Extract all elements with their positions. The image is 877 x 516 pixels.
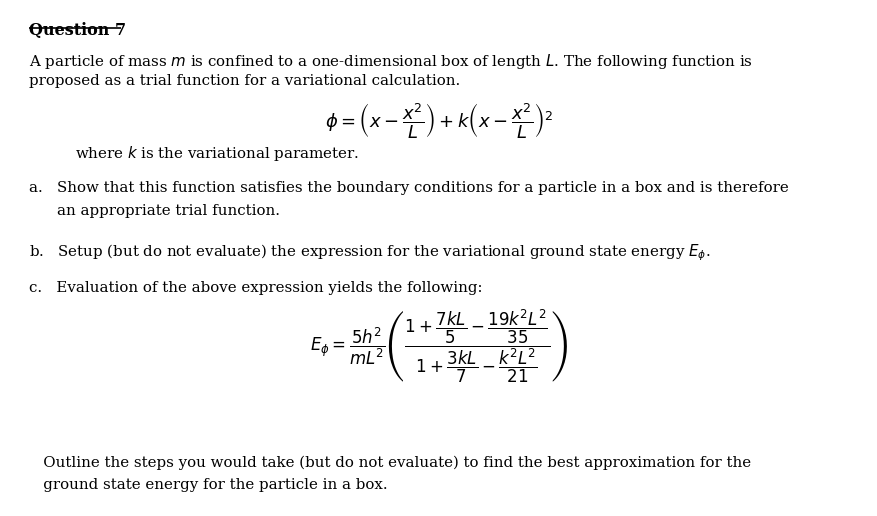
Text: $\phi = \left(x - \dfrac{x^2}{L}\right) + k\left(x - \dfrac{x^2}{L}\right)^2$: $\phi = \left(x - \dfrac{x^2}{L}\right) … <box>324 101 553 140</box>
Text: A particle of mass $m$ is confined to a one-dimensional box of length $L$. The f: A particle of mass $m$ is confined to a … <box>29 52 752 71</box>
Text: c.   Evaluation of the above expression yields the following:: c. Evaluation of the above expression yi… <box>29 281 482 295</box>
Text: Outline the steps you would take (but do not evaluate) to find the best approxim: Outline the steps you would take (but do… <box>29 455 750 470</box>
Text: $E_\phi = \dfrac{5h^2}{mL^2}\left(\dfrac{1+\dfrac{7kL}{5}-\dfrac{19k^2L^2}{35}}{: $E_\phi = \dfrac{5h^2}{mL^2}\left(\dfrac… <box>310 307 567 385</box>
Text: ground state energy for the particle in a box.: ground state energy for the particle in … <box>29 478 387 492</box>
Text: proposed as a trial function for a variational calculation.: proposed as a trial function for a varia… <box>29 74 460 88</box>
Text: b.   Setup (but do not evaluate) the expression for the variational ground state: b. Setup (but do not evaluate) the expre… <box>29 243 709 263</box>
Text: where $k$ is the variational parameter.: where $k$ is the variational parameter. <box>75 144 358 164</box>
Text: an appropriate trial function.: an appropriate trial function. <box>57 204 280 218</box>
Text: a.   Show that this function satisfies the boundary conditions for a particle in: a. Show that this function satisfies the… <box>29 181 788 195</box>
Text: Question 7: Question 7 <box>29 22 126 39</box>
